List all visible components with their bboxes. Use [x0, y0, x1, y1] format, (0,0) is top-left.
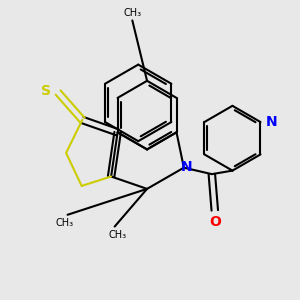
Text: S: S [41, 84, 51, 98]
Text: CH₃: CH₃ [109, 230, 127, 240]
Text: O: O [209, 215, 221, 229]
Text: CH₃: CH₃ [123, 8, 141, 18]
Text: CH₃: CH₃ [56, 218, 74, 228]
Text: N: N [180, 160, 192, 174]
Text: N: N [266, 115, 278, 129]
